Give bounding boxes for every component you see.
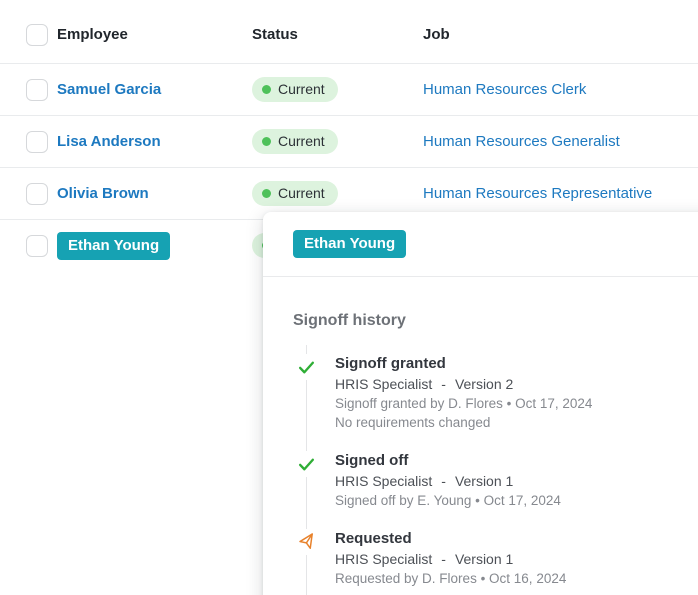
signoff-history-title: Signoff history — [293, 312, 406, 329]
event-meta: Requested by D. Flores • Oct 16, 2024 — [335, 571, 567, 586]
table-header-row: Employee Status Job — [0, 0, 698, 63]
popover-header: Ethan Young — [263, 212, 698, 277]
timeline-event: Requested HRIS Specialist - Version 1 Requ… — [293, 529, 698, 588]
select-all-checkbox[interactable] — [26, 23, 48, 46]
status-dot-icon — [262, 136, 271, 146]
row-checkbox[interactable] — [26, 234, 48, 257]
status-badge: Current — [252, 129, 338, 154]
table-row: Samuel Garcia Current Human Resources Cl… — [0, 63, 698, 115]
status-dot-icon — [262, 84, 271, 94]
row-checkbox[interactable] — [26, 130, 48, 153]
table-row: Lisa Anderson Current Human Resources Ge… — [0, 115, 698, 167]
popover-body: Signoff history Signoff granted HRIS Spe… — [263, 277, 698, 595]
signoff-timeline: Signoff granted HRIS Specialist - Version … — [293, 345, 698, 595]
employee-name-link-selected[interactable]: Ethan Young — [57, 231, 171, 260]
timeline-event: Signed off HRIS Specialist - Version 1 Sig… — [293, 451, 698, 510]
status-badge: Current — [252, 181, 338, 206]
event-note: No requirements changed — [335, 415, 491, 430]
event-role-version: HRIS Specialist - Version 1 — [335, 473, 514, 489]
timeline-event: Signoff granted HRIS Specialist - Version … — [293, 354, 698, 432]
column-header-employee[interactable]: Employee — [57, 26, 128, 43]
column-header-job[interactable]: Job — [423, 26, 450, 43]
employee-name-link[interactable]: Lisa Anderson — [57, 132, 161, 150]
send-icon — [293, 529, 320, 555]
check-icon — [293, 354, 320, 380]
event-meta: Signed off by E. Young • Oct 17, 2024 — [335, 493, 561, 508]
table-row: Olivia Brown Current Human Resources Rep… — [0, 167, 698, 219]
row-checkbox[interactable] — [26, 182, 48, 205]
job-link[interactable]: Human Resources Representative — [423, 184, 653, 202]
job-link[interactable]: Human Resources Generalist — [423, 132, 620, 150]
status-dot-icon — [262, 188, 271, 198]
status-badge: Current — [252, 77, 338, 102]
event-title: Signed off — [335, 452, 409, 469]
job-link[interactable]: Human Resources Clerk — [423, 80, 587, 98]
signoff-history-popover: Ethan Young Signoff history Signoff gran… — [263, 212, 698, 595]
employee-badge[interactable]: Ethan Young — [293, 230, 407, 258]
row-checkbox[interactable] — [26, 78, 48, 101]
event-meta: Signoff granted by D. Flores • Oct 17, 2… — [335, 396, 593, 411]
event-title: Signoff granted — [335, 355, 446, 372]
check-icon — [293, 451, 320, 477]
employee-name-link[interactable]: Samuel Garcia — [57, 80, 162, 98]
employee-table: Employee Status Job Samuel Garcia Curren… — [0, 0, 698, 271]
column-header-status[interactable]: Status — [252, 26, 298, 43]
event-role-version: HRIS Specialist - Version 2 — [335, 376, 514, 392]
event-title: Requested — [335, 530, 412, 547]
employee-name-link[interactable]: Olivia Brown — [57, 184, 149, 202]
event-role-version: HRIS Specialist - Version 1 — [335, 551, 514, 567]
